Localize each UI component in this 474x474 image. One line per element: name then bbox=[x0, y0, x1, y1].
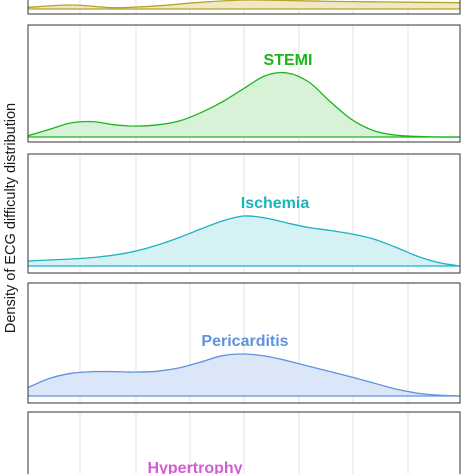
panel-1 bbox=[27, 0, 461, 15]
panel-label-hypertrophy: Hypertrophy bbox=[147, 460, 242, 474]
density-area bbox=[28, 215, 460, 266]
panel-label-pericarditis: Pericarditis bbox=[201, 333, 288, 350]
panel-label-stemi: STEMI bbox=[264, 52, 313, 69]
panel-5: Hypertrophy bbox=[27, 411, 461, 474]
panel-label-ischemia: Ischemia bbox=[241, 195, 310, 212]
density-curve bbox=[28, 215, 460, 267]
panel-border bbox=[27, 411, 461, 474]
panel-4: Pericarditis bbox=[27, 282, 461, 404]
panel-plot-area bbox=[79, 412, 409, 474]
density-area bbox=[28, 353, 460, 396]
panel-border bbox=[27, 153, 461, 274]
density-curve bbox=[28, 0, 460, 9]
y-axis-label-group: Density of ECG difficulty distribution bbox=[3, 103, 19, 333]
density-curve bbox=[28, 353, 460, 397]
density-area bbox=[28, 72, 460, 138]
panels: STEMI Ischemia Pericarditis Hypertrophy bbox=[27, 0, 461, 474]
panel-border bbox=[27, 282, 461, 404]
density-curve bbox=[28, 71, 460, 138]
panel-border bbox=[27, 24, 461, 143]
panel-plot-area bbox=[28, 154, 460, 273]
panel-plot-area bbox=[28, 283, 460, 403]
panel-plot-area bbox=[28, 0, 460, 14]
panel-2: STEMI bbox=[27, 24, 461, 143]
panel-3: Ischemia bbox=[27, 153, 461, 274]
y-axis-label: Density of ECG difficulty distribution bbox=[3, 103, 19, 333]
panel-plot-area bbox=[28, 25, 460, 142]
panel-border bbox=[27, 0, 461, 15]
